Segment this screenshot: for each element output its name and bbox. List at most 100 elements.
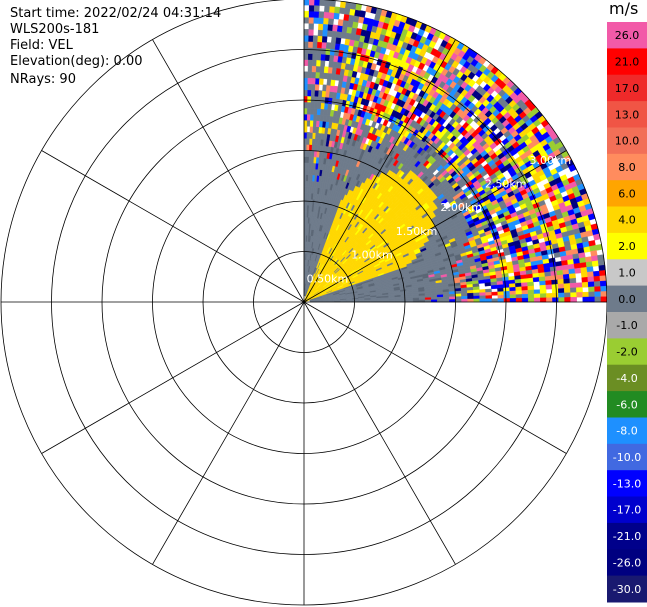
velocity-gate	[515, 297, 523, 303]
velocity-gate	[461, 293, 468, 297]
velocity-gate	[454, 290, 462, 295]
velocity-gate	[311, 77, 316, 85]
velocity-gate	[339, 7, 346, 15]
velocity-gate	[311, 65, 317, 73]
velocity-gate	[313, 17, 320, 24]
velocity-gate	[546, 297, 553, 303]
velocity-gate	[308, 35, 314, 42]
velocity-gate	[303, 10, 310, 18]
velocity-gate	[473, 298, 480, 303]
velocity-gate	[307, 77, 313, 85]
velocity-gate	[303, 89, 308, 97]
colorbar: 26.0 21.0 17.0 13.0 10.0 8.0 6.0 4.0 2.0 1.0 0.0 -1…	[607, 22, 647, 603]
velocity-gate	[576, 292, 583, 298]
velocity-gate	[455, 296, 462, 300]
velocity-gate	[436, 294, 444, 298]
velocity-gate	[303, 0, 310, 6]
velocity-gate	[539, 289, 547, 295]
velocity-gate	[527, 281, 534, 287]
velocity-gate	[527, 293, 535, 299]
velocity-gate	[313, 108, 318, 115]
velocity-gate	[581, 276, 589, 283]
velocity-gate	[509, 294, 517, 299]
velocity-gate	[406, 297, 414, 301]
colorbar-tick-label: -6.0	[616, 398, 637, 411]
velocity-gate	[324, 5, 331, 13]
velocity-gate	[311, 71, 317, 79]
velocity-gate	[484, 282, 492, 287]
velocity-gate	[515, 294, 523, 299]
velocity-gate	[319, 0, 326, 7]
velocity-gate	[583, 246, 591, 253]
velocity-gate	[318, 78, 324, 85]
velocity-gate	[306, 150, 310, 157]
velocity-gate	[557, 283, 565, 289]
velocity-gate	[306, 156, 310, 163]
velocity-gate	[563, 283, 571, 289]
velocity-gate	[306, 144, 310, 151]
velocity-gate	[303, 77, 309, 85]
velocity-gate	[308, 41, 314, 48]
velocity-gate	[594, 296, 602, 303]
velocity-gate	[308, 16, 315, 24]
velocity-gate	[538, 272, 546, 278]
velocity-gate	[321, 47, 327, 55]
velocity-gate	[351, 70, 358, 78]
velocity-gate	[313, 102, 319, 109]
velocity-gate	[303, 29, 310, 36]
range-ring-label: 1.00km	[351, 249, 393, 262]
velocity-gate	[551, 283, 559, 290]
velocity-gate	[443, 296, 450, 300]
velocity-gate	[436, 296, 444, 300]
velocity-gate	[307, 89, 312, 97]
velocity-gate	[303, 17, 310, 24]
velocity-gate	[344, 87, 350, 95]
velocity-gate	[587, 281, 595, 288]
colorbar-tick-label: -30.0	[613, 583, 641, 596]
colorbar-tick-label: 6.0	[618, 187, 636, 200]
velocity-gate	[310, 95, 316, 103]
velocity-gate	[591, 260, 599, 267]
velocity-gate	[503, 287, 511, 292]
velocity-gate	[303, 83, 309, 91]
velocity-gate	[311, 59, 317, 67]
velocity-gate	[593, 275, 601, 282]
velocity-gate	[588, 296, 596, 303]
velocity-gate	[310, 89, 316, 97]
velocity-gate	[533, 289, 541, 295]
velocity-gate	[556, 269, 564, 276]
velocity-gate	[322, 23, 329, 31]
velocity-gate	[600, 285, 608, 292]
velocity-gate	[567, 263, 575, 270]
velocity-gate	[309, 126, 314, 133]
range-ring-label: 2.50km	[485, 178, 527, 191]
velocity-gate	[424, 295, 432, 299]
velocity-gate	[467, 298, 474, 303]
velocity-gate	[303, 132, 308, 139]
velocity-gate	[533, 293, 541, 299]
velocity-gate	[594, 291, 602, 298]
velocity-gate	[328, 18, 335, 26]
velocity-gate	[508, 279, 516, 285]
velocity-gate	[587, 276, 595, 283]
velocity-gate	[570, 292, 577, 298]
velocity-gate	[310, 107, 315, 115]
velocity-gate	[591, 255, 599, 262]
velocity-gate	[540, 297, 547, 303]
velocity-gate	[587, 271, 595, 278]
velocity-gate	[303, 119, 308, 127]
velocity-gate	[306, 132, 311, 139]
range-ring-label: 0.50km	[307, 272, 349, 285]
velocity-gate	[521, 290, 529, 295]
velocity-gate	[521, 286, 529, 291]
velocity-gate	[330, 36, 337, 44]
velocity-gate	[431, 297, 438, 301]
velocity-gate	[308, 23, 314, 30]
velocity-gate	[550, 275, 558, 281]
velocity-gate	[473, 292, 480, 297]
velocity-gate	[497, 298, 505, 303]
velocity-gate	[325, 48, 331, 56]
velocity-gate	[546, 293, 553, 299]
velocity-gate	[329, 5, 336, 13]
